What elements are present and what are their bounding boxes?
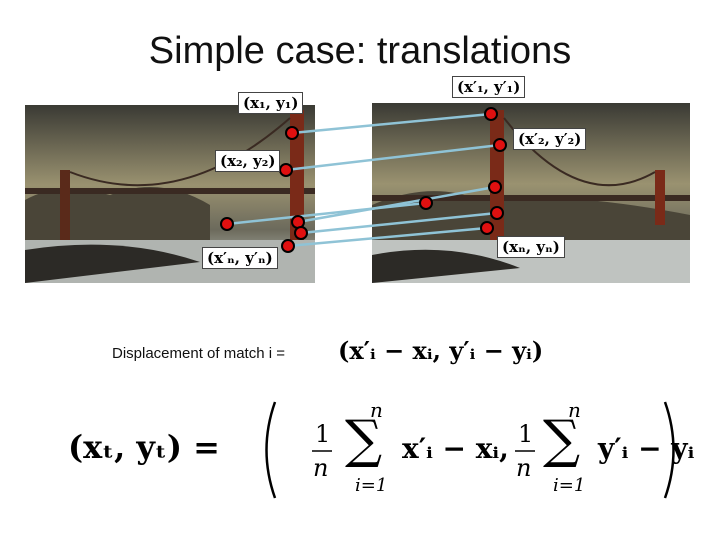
- right-photo: [372, 103, 690, 283]
- match-lines: [226, 112, 501, 248]
- sum-body: x′ᵢ − xᵢ,: [402, 432, 509, 465]
- point-label: (x₁, y₁): [238, 92, 304, 114]
- displacement-formula: (x′ᵢ − xᵢ, y′ᵢ − yᵢ): [338, 336, 544, 365]
- denominator: n: [313, 454, 329, 482]
- left-photo: [25, 105, 315, 283]
- sum-lower: i=1: [553, 475, 586, 496]
- sum-body: y′ᵢ − yᵢ: [598, 432, 695, 465]
- sum-symbol: ∑: [543, 410, 581, 470]
- numerator: 1: [518, 420, 534, 448]
- point-label: (x′ₙ, y′ₙ): [202, 247, 278, 269]
- sum-symbol: ∑: [345, 410, 383, 470]
- point-label: (x₂, y₂): [215, 150, 281, 172]
- point-label: (xₙ, yₙ): [497, 236, 565, 258]
- sum-lower: i=1: [355, 475, 388, 496]
- big-parens: [265, 401, 675, 499]
- point-label: (x′₁, y′₁): [452, 76, 526, 98]
- sum-upper: n: [568, 398, 581, 422]
- sum-upper: n: [370, 398, 383, 422]
- denominator: n: [516, 454, 532, 482]
- formula-lhs: (xₜ, yₜ) =: [68, 428, 220, 466]
- numerator: 1: [315, 420, 331, 448]
- keypoints: [220, 107, 507, 253]
- displacement-text: Displacement of match i =: [112, 345, 285, 362]
- title: Simple case: translations: [148, 30, 572, 72]
- point-label: (x′₂, y′₂): [513, 128, 587, 150]
